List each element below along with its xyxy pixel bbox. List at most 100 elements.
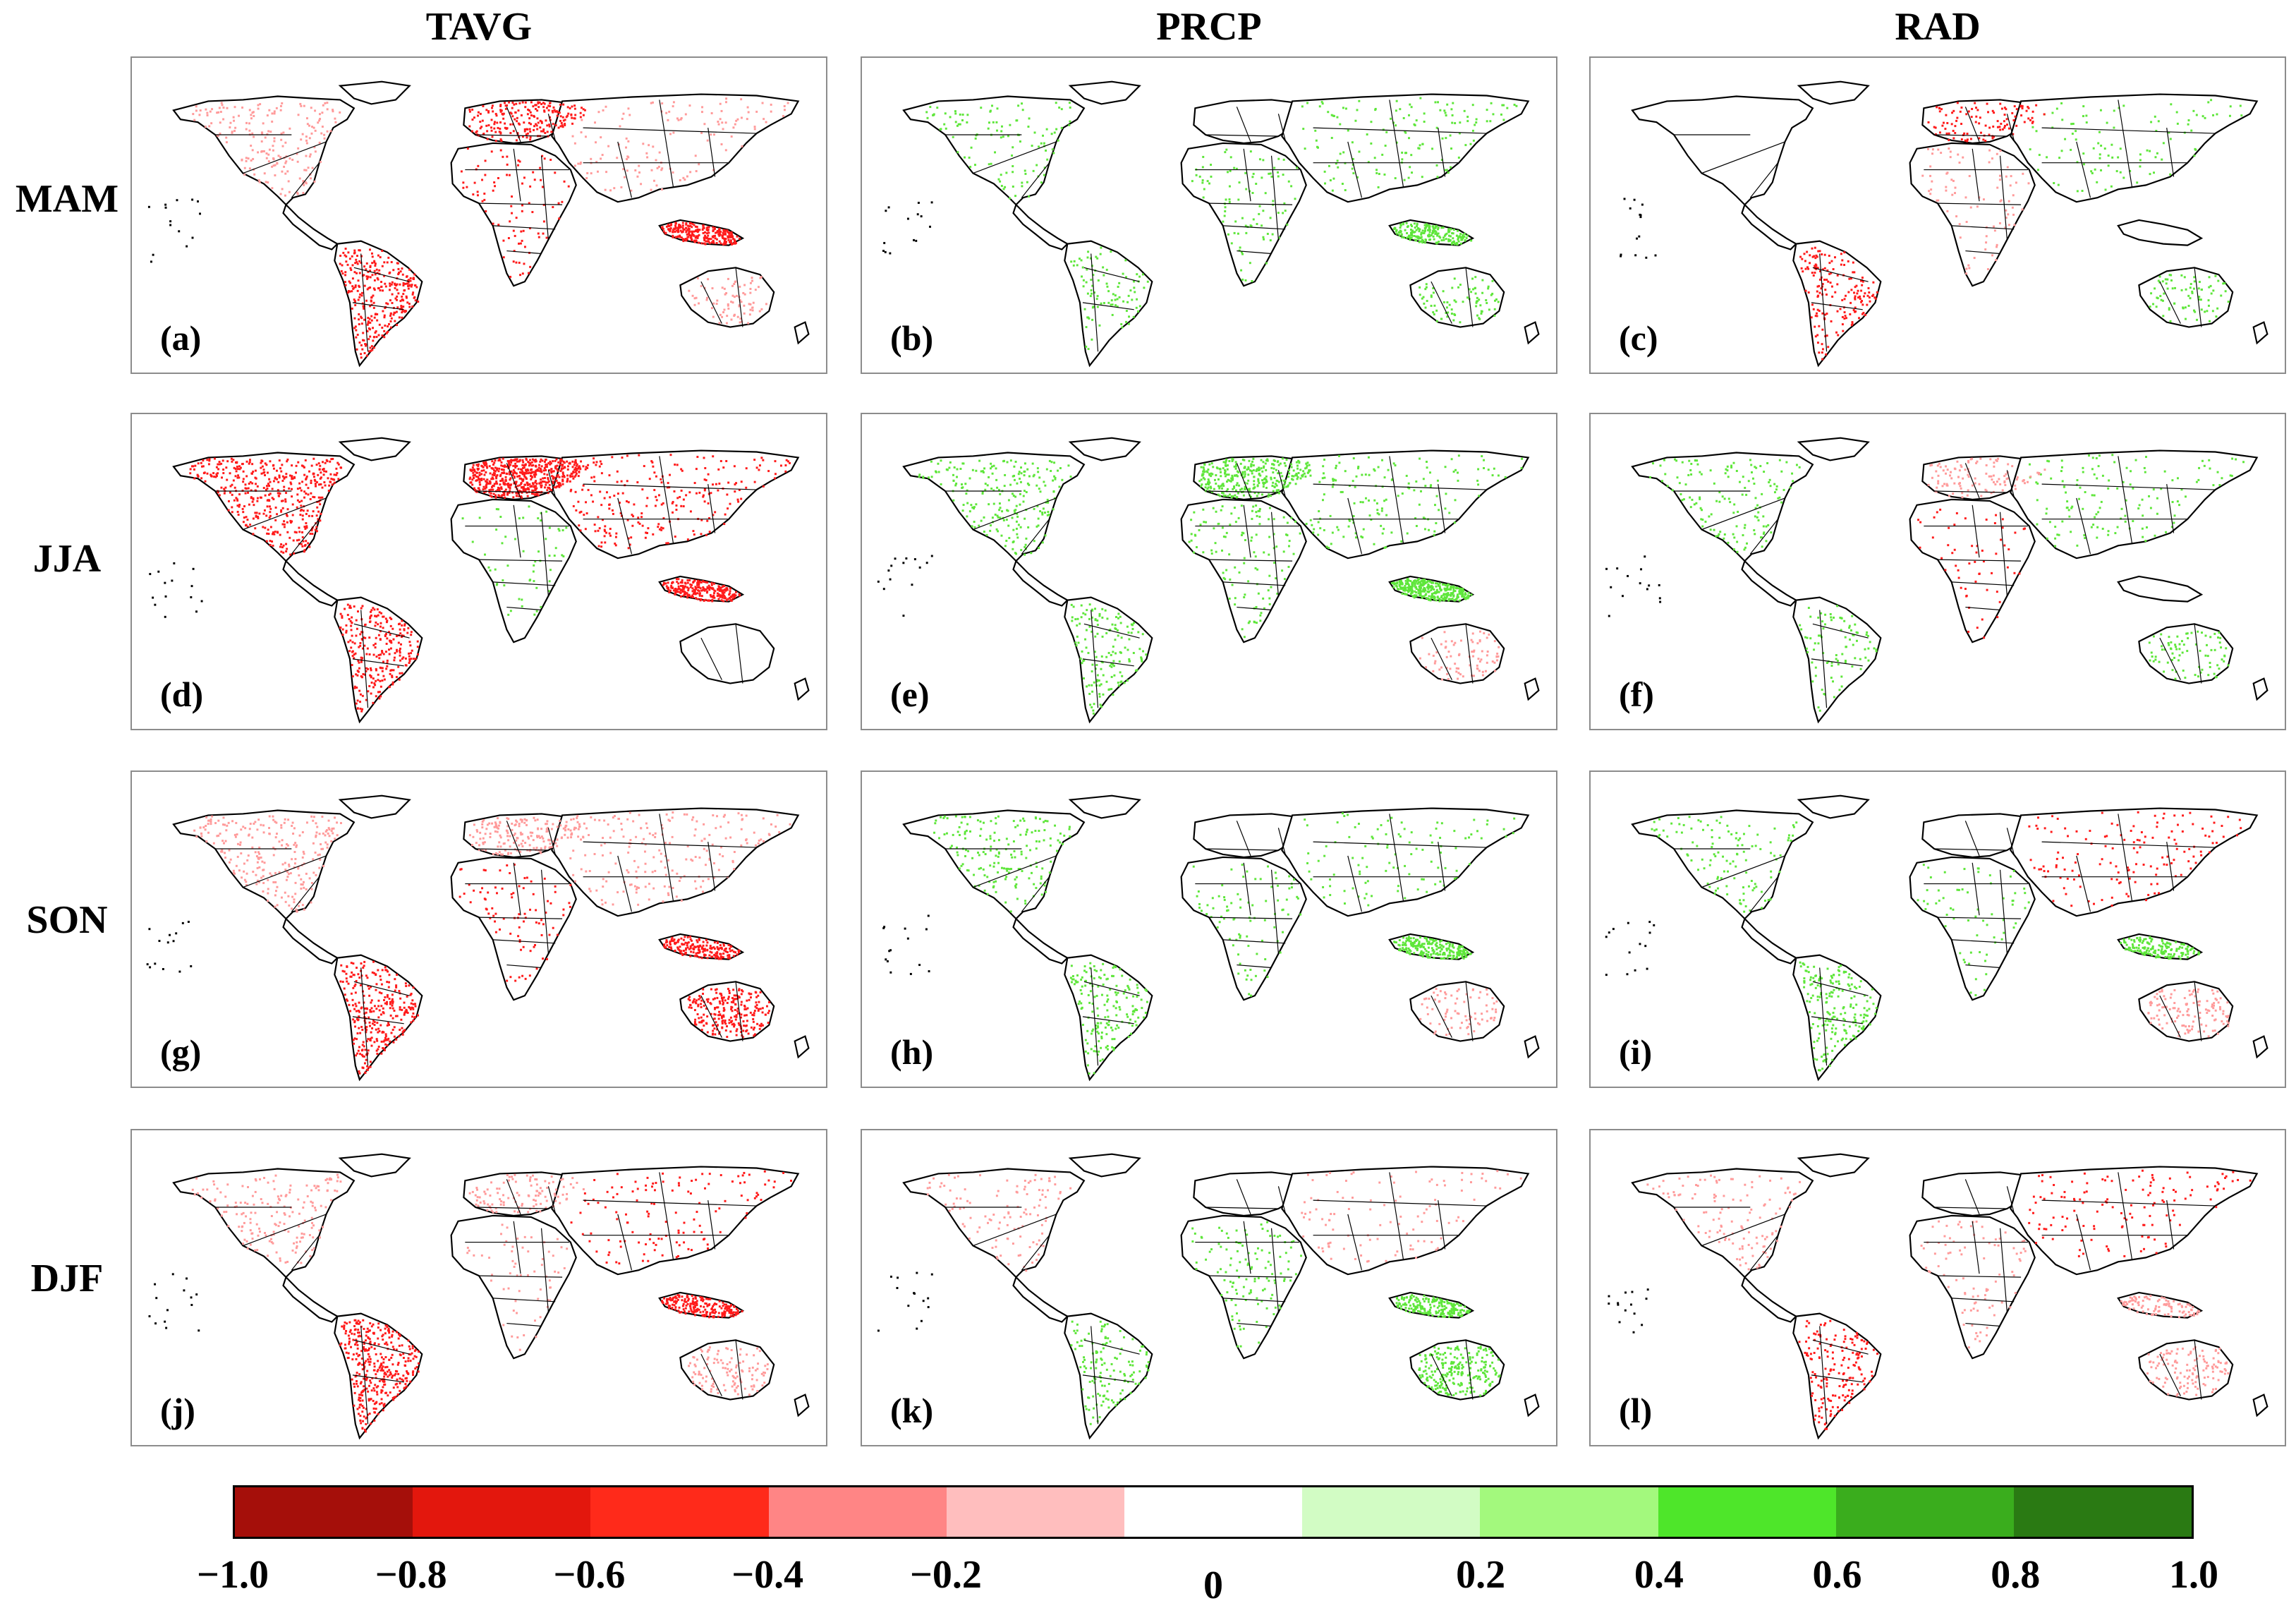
anomaly-dot — [695, 597, 697, 599]
anomaly-dot — [1446, 306, 1448, 308]
anomaly-dot — [220, 463, 222, 465]
anomaly-dot — [370, 301, 372, 303]
anomaly-dot — [200, 462, 202, 464]
anomaly-dot — [367, 690, 369, 692]
anomaly-dot — [736, 119, 739, 121]
anomaly-dot — [947, 469, 949, 471]
anomaly-dot — [514, 459, 516, 461]
anomaly-dot — [1001, 185, 1003, 187]
anomaly-dot — [531, 476, 533, 478]
anomaly-dot — [755, 289, 757, 291]
anomaly-dot — [1041, 514, 1043, 516]
anomaly-dot — [2028, 107, 2030, 109]
anomaly-dot — [384, 283, 386, 285]
anomaly-dot — [492, 190, 494, 192]
anomaly-dot — [704, 500, 706, 502]
anomaly-dot — [707, 229, 709, 231]
anomaly-dot — [405, 664, 407, 666]
anomaly-dot — [211, 476, 213, 478]
island-dot — [164, 616, 166, 618]
anomaly-dot — [2190, 283, 2192, 285]
anomaly-dot — [1433, 305, 1435, 307]
anomaly-dot — [211, 108, 213, 110]
anomaly-dot — [681, 236, 683, 238]
anomaly-dot — [626, 169, 628, 171]
anomaly-dot — [505, 108, 507, 110]
anomaly-dot — [503, 256, 505, 258]
anomaly-dot — [732, 598, 734, 600]
anomaly-dot — [340, 467, 342, 469]
anomaly-dot — [332, 458, 334, 460]
anomaly-dot — [2032, 121, 2034, 123]
anomaly-dot — [540, 131, 542, 133]
anomaly-dot — [759, 277, 761, 279]
anomaly-dot — [1816, 313, 1818, 315]
anomaly-dot — [765, 303, 767, 305]
continent-outline-greenland — [1070, 438, 1139, 461]
anomaly-dot — [1100, 247, 1102, 249]
anomaly-dot — [1974, 257, 1976, 259]
anomaly-dot — [1272, 482, 1274, 484]
anomaly-dot — [528, 272, 530, 274]
anomaly-dot — [387, 331, 389, 333]
anomaly-dot — [385, 633, 387, 635]
anomaly-dot — [533, 129, 535, 131]
anomaly-dot — [305, 140, 308, 142]
anomaly-dot — [1847, 260, 1849, 262]
anomaly-dot — [316, 464, 318, 466]
anomaly-dot — [1401, 158, 1403, 160]
continent-outline-africa — [1182, 500, 1306, 642]
anomaly-dot — [2014, 105, 2016, 107]
anomaly-dot — [1237, 492, 1239, 495]
anomaly-dot — [320, 513, 322, 515]
anomaly-dot — [1501, 104, 1503, 107]
anomaly-dot — [669, 474, 671, 476]
anomaly-dot — [243, 505, 245, 507]
anomaly-dot — [410, 658, 412, 660]
anomaly-dot — [1016, 516, 1019, 518]
anomaly-dot — [369, 675, 371, 677]
map-panel: (a) — [130, 56, 827, 374]
anomaly-dot — [279, 156, 281, 158]
anomaly-dot — [534, 489, 536, 491]
anomaly-dot — [495, 113, 497, 115]
anomaly-dot — [964, 483, 966, 485]
anomaly-dot — [281, 171, 283, 173]
anomaly-dot — [277, 481, 279, 483]
anomaly-dot — [754, 126, 756, 128]
anomaly-dot — [586, 467, 588, 469]
anomaly-dot — [749, 309, 751, 311]
anomaly-dot — [1262, 236, 1264, 238]
anomaly-dot — [704, 231, 706, 234]
anomaly-dot — [564, 476, 566, 478]
anomaly-dot — [2110, 144, 2113, 146]
anomaly-dot — [747, 322, 749, 325]
anomaly-dot — [1462, 301, 1464, 303]
anomaly-dot — [659, 152, 661, 154]
anomaly-dot — [706, 241, 708, 243]
anomaly-dot — [380, 286, 382, 288]
anomaly-dot — [345, 248, 347, 250]
anomaly-dot — [389, 289, 391, 291]
anomaly-dot — [1811, 248, 1814, 250]
continent-outline-africa — [1182, 143, 1306, 286]
anomaly-dot — [703, 243, 705, 245]
anomaly-dot — [295, 471, 297, 473]
anomaly-dot — [248, 463, 250, 465]
anomaly-dot — [725, 121, 727, 123]
anomaly-dot — [524, 128, 526, 131]
continent-outline-na — [1632, 97, 1813, 205]
anomaly-dot — [710, 492, 712, 494]
anomaly-dot — [1951, 123, 1953, 125]
anomaly-dot — [280, 109, 282, 111]
anomaly-dot — [1055, 128, 1057, 131]
anomaly-dot — [302, 519, 304, 521]
anomaly-dot — [1241, 217, 1244, 219]
anomaly-dot — [373, 261, 375, 263]
anomaly-dot — [2010, 184, 2012, 186]
anomaly-dot — [300, 500, 303, 502]
anomaly-dot — [706, 299, 708, 301]
anomaly-dot — [1257, 480, 1259, 482]
anomaly-dot — [707, 473, 710, 476]
anomaly-dot — [670, 224, 672, 226]
